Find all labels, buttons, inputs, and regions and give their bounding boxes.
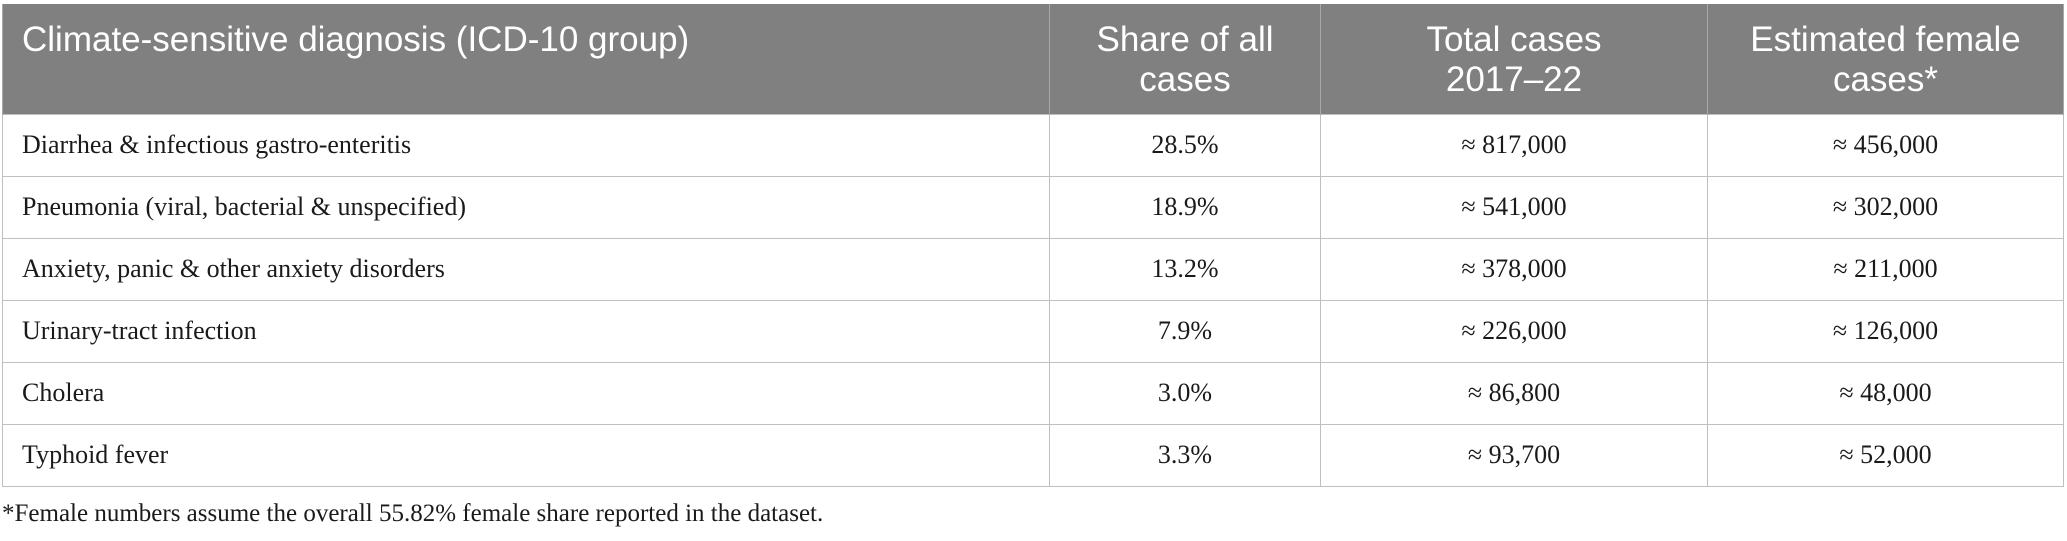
cell-share: 7.9%: [1049, 299, 1321, 363]
header-diagnosis: Climate-sensitive diagnosis (ICD-10 grou…: [2, 4, 1050, 114]
diagnosis-table: Climate-sensitive diagnosis (ICD-10 grou…: [2, 4, 2064, 487]
table-row: Anxiety, panic & other anxiety disorders…: [2, 237, 2064, 301]
cell-diagnosis: Typhoid fever: [2, 423, 1050, 487]
cell-total-cases: ≈ 378,000: [1320, 237, 1708, 301]
cell-share: 3.3%: [1049, 423, 1321, 487]
cell-female-cases: ≈ 211,000: [1707, 237, 2064, 301]
cell-total-cases: ≈ 226,000: [1320, 299, 1708, 363]
cell-female-cases: ≈ 456,000: [1707, 113, 2064, 177]
table-row: Pneumonia (viral, bacterial & unspecifie…: [2, 175, 2064, 239]
cell-female-cases: ≈ 302,000: [1707, 175, 2064, 239]
data-table-container: Climate-sensitive diagnosis (ICD-10 grou…: [2, 4, 2064, 487]
table-row: Typhoid fever 3.3% ≈ 93,700 ≈ 52,000: [2, 423, 2064, 487]
cell-diagnosis: Anxiety, panic & other anxiety disorders: [2, 237, 1050, 301]
cell-total-cases: ≈ 541,000: [1320, 175, 1708, 239]
cell-total-cases: ≈ 817,000: [1320, 113, 1708, 177]
table-row: Cholera 3.0% ≈ 86,800 ≈ 48,000: [2, 361, 2064, 425]
table-header-row: Climate-sensitive diagnosis (ICD-10 grou…: [2, 4, 2064, 114]
table-row: Diarrhea & infectious gastro-enteritis 2…: [2, 113, 2064, 177]
cell-diagnosis: Pneumonia (viral, bacterial & unspecifie…: [2, 175, 1050, 239]
header-total-cases: Total cases 2017–22: [1320, 4, 1708, 114]
cell-share: 28.5%: [1049, 113, 1321, 177]
cell-female-cases: ≈ 126,000: [1707, 299, 2064, 363]
table-row: Urinary-tract infection 7.9% ≈ 226,000 ≈…: [2, 299, 2064, 363]
cell-share: 3.0%: [1049, 361, 1321, 425]
cell-diagnosis: Cholera: [2, 361, 1050, 425]
cell-total-cases: ≈ 86,800: [1320, 361, 1708, 425]
cell-female-cases: ≈ 48,000: [1707, 361, 2064, 425]
cell-share: 13.2%: [1049, 237, 1321, 301]
table-footnote: *Female numbers assume the overall 55.82…: [2, 500, 824, 527]
cell-share: 18.9%: [1049, 175, 1321, 239]
cell-diagnosis: Urinary-tract infection: [2, 299, 1050, 363]
cell-diagnosis: Diarrhea & infectious gastro-enteritis: [2, 113, 1050, 177]
cell-total-cases: ≈ 93,700: [1320, 423, 1708, 487]
cell-female-cases: ≈ 52,000: [1707, 423, 2064, 487]
header-share: Share of all cases: [1049, 4, 1321, 114]
header-female-cases: Estimated female cases*: [1707, 4, 2064, 114]
